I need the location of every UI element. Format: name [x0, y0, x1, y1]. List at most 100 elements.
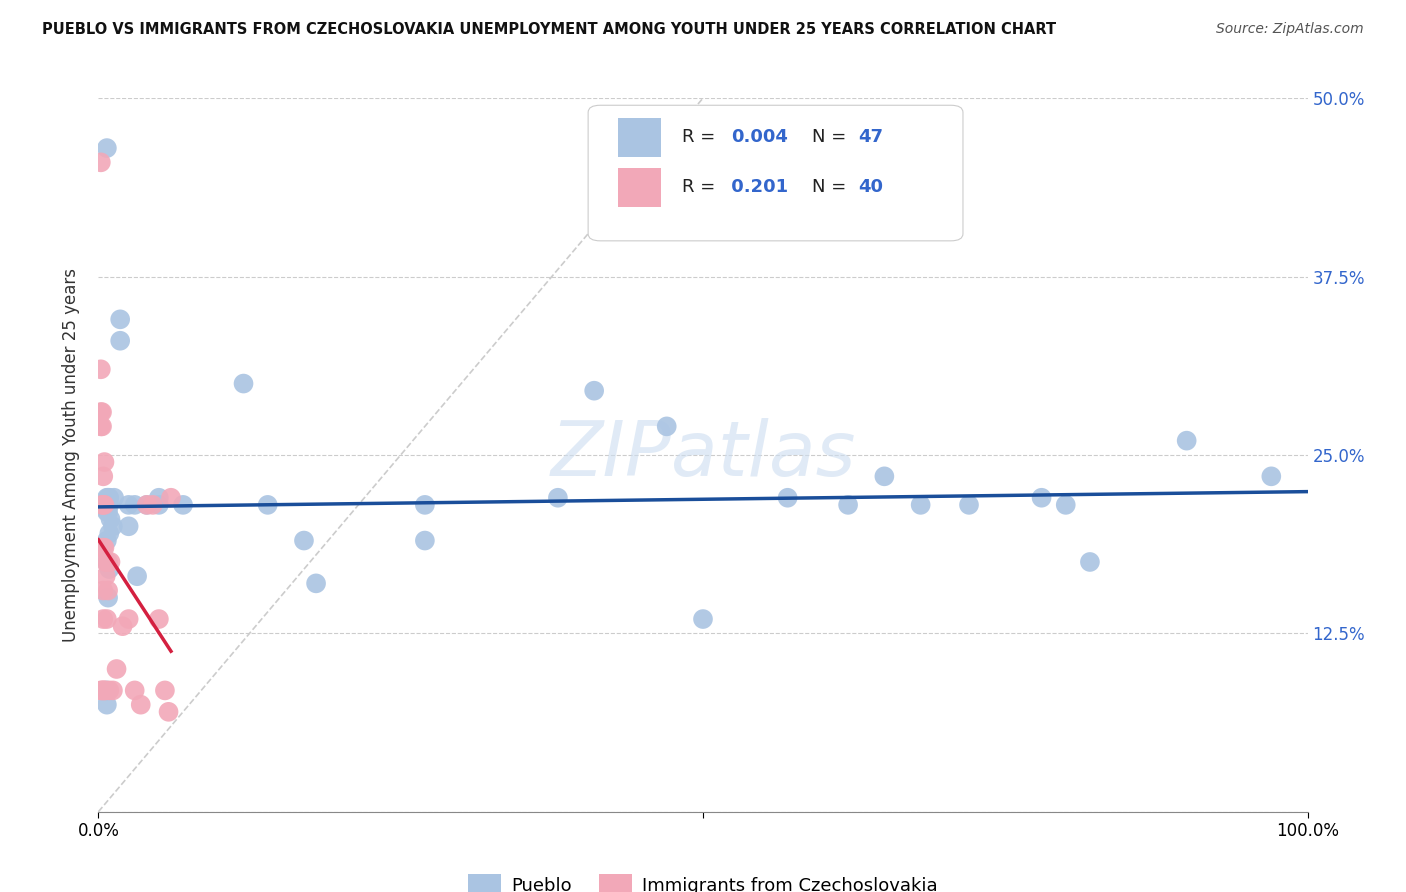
Point: [90, 155, 112, 169]
Text: PUEBLO VS IMMIGRANTS FROM CZECHOSLOVAKIA UNEMPLOYMENT AMONG YOUTH UNDER 25 YEARS: PUEBLO VS IMMIGRANTS FROM CZECHOSLOVAKIA…: [42, 22, 1056, 37]
Point: [98, 526, 121, 541]
Point: [256, 498, 278, 512]
Point: [96, 141, 118, 155]
Point: [100, 555, 122, 569]
Point: [96, 698, 118, 712]
Point: [148, 612, 170, 626]
Point: [292, 533, 315, 548]
Text: N =: N =: [811, 128, 852, 146]
Point: [94, 683, 117, 698]
Point: [1175, 434, 1198, 448]
Point: [98, 562, 121, 576]
Text: 0.004: 0.004: [731, 128, 787, 146]
Point: [118, 498, 141, 512]
Point: [100, 512, 122, 526]
Point: [129, 698, 152, 712]
Point: [305, 576, 328, 591]
Point: [692, 612, 714, 626]
Point: [148, 491, 170, 505]
Point: [655, 419, 678, 434]
Point: [118, 519, 141, 533]
Point: [1054, 498, 1077, 512]
Point: [1078, 555, 1101, 569]
Point: [90, 362, 112, 376]
Point: [837, 498, 859, 512]
Text: 47: 47: [858, 128, 883, 146]
Point: [96, 505, 118, 519]
Point: [142, 498, 165, 512]
FancyBboxPatch shape: [619, 118, 661, 157]
FancyBboxPatch shape: [588, 105, 963, 241]
Point: [90, 405, 112, 419]
Point: [98, 491, 121, 505]
Point: [547, 491, 569, 505]
Point: [91, 419, 114, 434]
Point: [160, 491, 183, 505]
Point: [91, 612, 114, 626]
Point: [172, 498, 194, 512]
Point: [124, 683, 146, 698]
Point: [97, 583, 120, 598]
Point: [90, 683, 112, 698]
Point: [91, 498, 114, 512]
Point: [91, 683, 114, 698]
Point: [91, 405, 114, 419]
Point: [97, 491, 120, 505]
Point: [94, 569, 117, 583]
Point: [93, 455, 115, 469]
Point: [101, 519, 124, 533]
Point: [910, 498, 932, 512]
Point: [97, 505, 120, 519]
Point: [93, 498, 115, 512]
Point: [103, 491, 125, 505]
Point: [93, 541, 115, 555]
Point: [98, 498, 121, 512]
Point: [98, 683, 121, 698]
Y-axis label: Unemployment Among Youth under 25 years: Unemployment Among Youth under 25 years: [62, 268, 80, 642]
Point: [1031, 491, 1053, 505]
Point: [118, 612, 141, 626]
Point: [232, 376, 254, 391]
Point: [135, 498, 157, 512]
Point: [124, 498, 146, 512]
Point: [108, 334, 131, 348]
Point: [91, 541, 114, 555]
Point: [91, 469, 114, 483]
Point: [96, 683, 118, 698]
Point: [148, 498, 170, 512]
Point: [91, 683, 114, 698]
Point: [1260, 469, 1282, 483]
Point: [94, 555, 117, 569]
Legend: Pueblo, Immigrants from Czechoslovakia: Pueblo, Immigrants from Czechoslovakia: [461, 867, 945, 892]
Point: [583, 384, 606, 398]
Point: [96, 555, 118, 569]
Point: [96, 612, 118, 626]
Point: [127, 569, 149, 583]
Point: [957, 498, 980, 512]
FancyBboxPatch shape: [619, 168, 661, 207]
Point: [108, 312, 131, 326]
Point: [135, 498, 157, 512]
Point: [157, 705, 180, 719]
Point: [97, 591, 120, 605]
Point: [111, 619, 134, 633]
Point: [413, 533, 436, 548]
Point: [91, 541, 114, 555]
Point: [91, 583, 114, 598]
Text: 40: 40: [858, 178, 883, 196]
Text: 0.201: 0.201: [724, 178, 787, 196]
Text: R =: R =: [682, 178, 721, 196]
Text: R =: R =: [682, 128, 721, 146]
Point: [96, 491, 118, 505]
Text: ZIPatlas: ZIPatlas: [550, 418, 856, 491]
Point: [91, 498, 114, 512]
Point: [90, 419, 112, 434]
Point: [873, 469, 896, 483]
Point: [153, 683, 176, 698]
Point: [105, 662, 128, 676]
Point: [776, 491, 799, 505]
Point: [96, 533, 118, 548]
Point: [101, 683, 124, 698]
Text: N =: N =: [811, 178, 852, 196]
Point: [93, 683, 115, 698]
